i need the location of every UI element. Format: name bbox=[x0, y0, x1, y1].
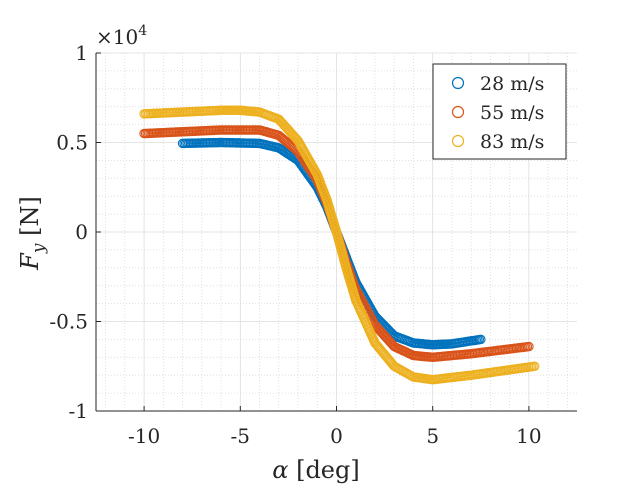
x-tick-label: 5 bbox=[426, 424, 439, 448]
legend-label-55: 55 m/s bbox=[480, 102, 544, 124]
legend-label-28: 28 m/s bbox=[480, 73, 544, 95]
x-tick-labels: -10 -5 0 5 10 bbox=[128, 424, 542, 448]
legend-box bbox=[432, 63, 567, 160]
legend-label-83: 83 m/s bbox=[480, 131, 544, 153]
y-exponent-power: 4 bbox=[138, 23, 147, 39]
x-axis-label: α [deg] bbox=[272, 456, 360, 484]
x-tick-label: -10 bbox=[128, 424, 160, 448]
y-tick-labels: -1 -0.5 0 0.5 1 bbox=[49, 41, 88, 423]
y-tick-label: 0.5 bbox=[56, 131, 88, 155]
y-axis-label-symbol: F bbox=[16, 252, 44, 271]
y-exponent-base: ×10 bbox=[96, 25, 138, 49]
legend-marker-83 bbox=[451, 134, 465, 148]
x-axis-label-unit: [deg] bbox=[288, 456, 359, 484]
x-tick-label: 10 bbox=[516, 424, 541, 448]
data-point bbox=[524, 341, 534, 352]
y-axis-label-unit: [N] bbox=[16, 196, 44, 243]
x-axis-label-symbol: α bbox=[272, 456, 288, 484]
data-point bbox=[476, 334, 486, 345]
y-tick-label: 0 bbox=[75, 220, 88, 244]
y-axis-label-subscript: y bbox=[29, 243, 49, 254]
series-83-m-s bbox=[139, 105, 540, 385]
series-layer bbox=[139, 105, 540, 385]
x-tick-label: 0 bbox=[330, 424, 343, 448]
y-tick-label: -1 bbox=[69, 399, 88, 423]
y-axis-label: Fy [N] bbox=[16, 196, 49, 271]
legend-marker-28 bbox=[451, 76, 465, 90]
legend: 28 m/s 55 m/s 83 m/s bbox=[432, 63, 567, 160]
legend-marker-55 bbox=[451, 105, 465, 119]
y-tick-label: 1 bbox=[75, 41, 88, 65]
y-exponent-label: ×104 bbox=[96, 23, 147, 49]
data-point bbox=[529, 361, 540, 371]
y-tick-label: -0.5 bbox=[49, 310, 88, 334]
ticks-layer bbox=[96, 52, 530, 412]
data-point bbox=[405, 370, 416, 381]
x-tick-label: -5 bbox=[231, 424, 250, 448]
